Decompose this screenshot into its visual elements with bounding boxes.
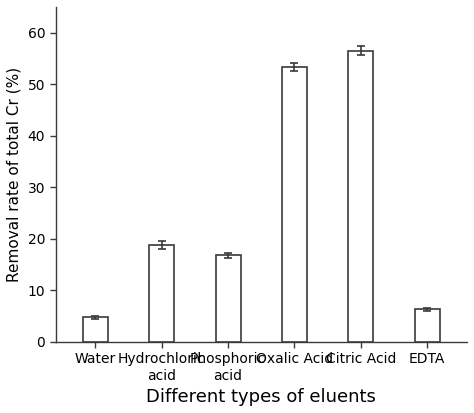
Bar	[216, 255, 241, 342]
Bar	[83, 317, 108, 342]
Bar	[149, 245, 174, 342]
Bar	[282, 67, 307, 342]
Y-axis label: Removal rate of total Cr (%): Removal rate of total Cr (%)	[7, 67, 22, 282]
Bar	[348, 51, 374, 342]
Bar	[415, 309, 440, 342]
X-axis label: Different types of eluents: Different types of eluents	[146, 388, 376, 406]
